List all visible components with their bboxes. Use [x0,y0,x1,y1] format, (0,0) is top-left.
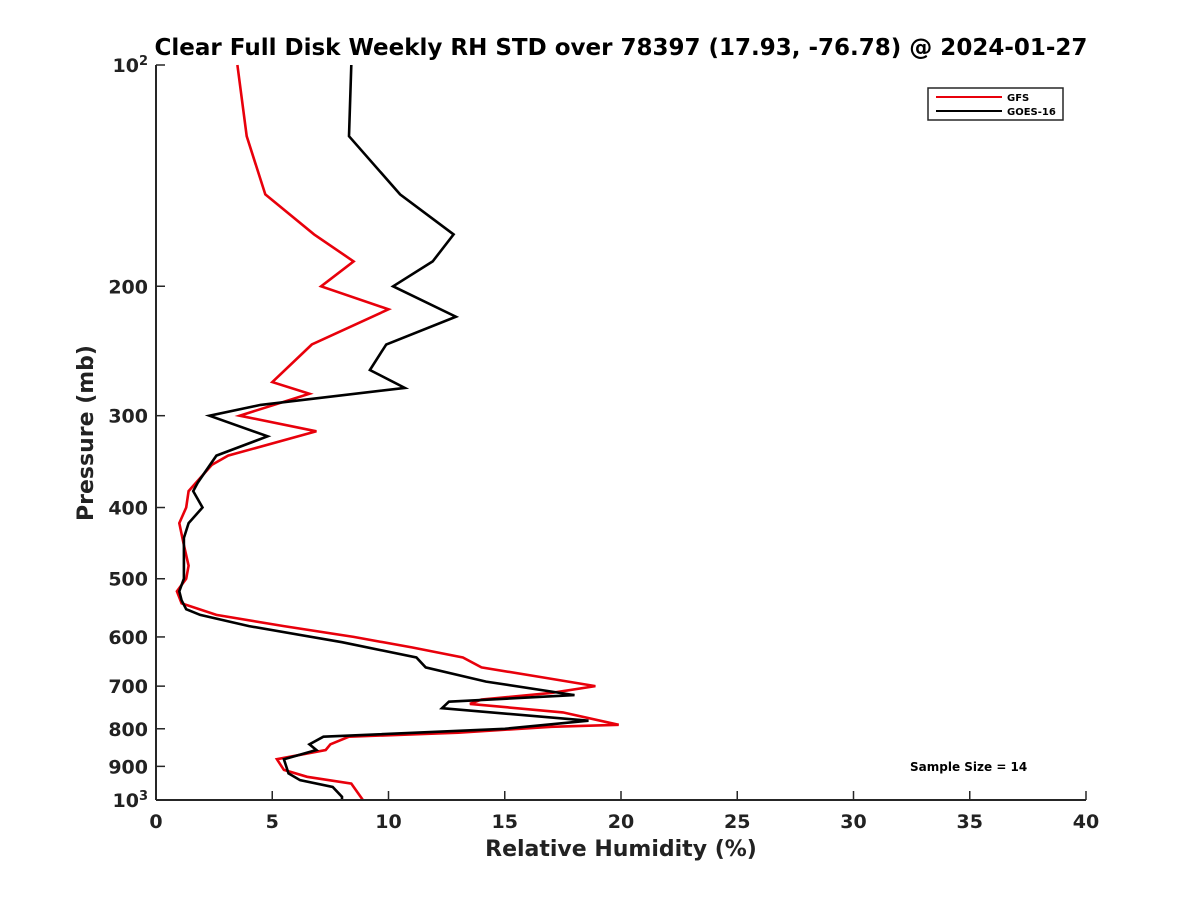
y-tick-label: 800 [108,719,148,741]
x-tick-label: 0 [149,811,162,833]
legend: GFS GOES-16 [927,87,1064,121]
x-tick-label: 15 [492,811,518,833]
y-tick-label: 300 [108,406,148,428]
legend-box [927,87,1064,121]
x-tick-label: 35 [957,811,983,833]
y-tick-label: 200 [108,276,148,298]
y-tick-label: 103 [113,789,149,812]
series-layer [175,64,619,801]
y-tick-label: 500 [108,569,148,591]
legend-label-goes16: GOES-16 [1007,107,1056,118]
series-line-goes16 [177,64,589,800]
y-tick-label: 700 [108,676,148,698]
plot-area: 0 5 10 15 20 25 30 35 40 102 200 300 400 500 600 700 80… [108,54,1099,833]
y-tick-label: 102 [113,54,149,77]
x-tick-label: 30 [840,811,866,833]
y-tick-label: 400 [108,498,148,520]
x-axis-label: Relative Humidity (%) [485,837,757,862]
y-tick-label: 600 [108,627,148,649]
legend-label-gfs: GFS [1007,93,1029,104]
y-tick-label: 900 [108,756,148,778]
sample-size-annotation: Sample Size = 14 [910,760,1027,774]
x-tick-label: 20 [608,811,634,833]
x-tick-label: 25 [724,811,750,833]
series-line-gfs [175,64,619,801]
x-tick-label: 5 [266,811,279,833]
y-axis-label: Pressure (mb) [74,345,99,521]
x-axis-ticks: 0 5 10 15 20 25 30 35 40 [149,791,1099,833]
chart-title: Clear Full Disk Weekly RH STD over 78397… [155,35,1088,61]
x-tick-label: 10 [375,811,401,833]
x-tick-label: 40 [1073,811,1099,833]
